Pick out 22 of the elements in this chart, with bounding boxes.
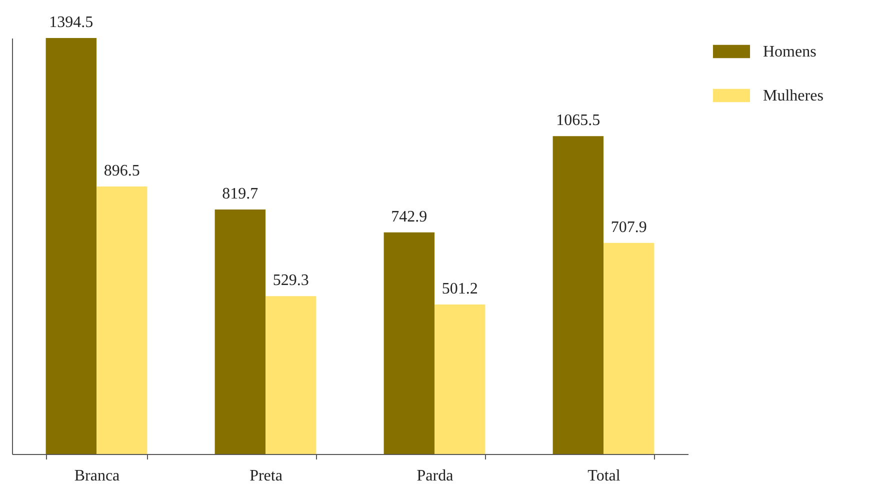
data-label: 819.7 — [222, 185, 258, 202]
data-label: 707.9 — [610, 218, 647, 236]
x-tick-label: Preta — [250, 468, 282, 484]
data-label: 1394.5 — [49, 14, 94, 31]
legend-label: Homens — [763, 44, 816, 60]
data-label: 529.3 — [272, 272, 309, 290]
data-label: 742.9 — [391, 208, 428, 226]
data-label: 1065.5 — [556, 112, 600, 130]
bar — [604, 242, 654, 454]
x-tick-label: Total — [588, 468, 621, 484]
bar — [96, 186, 148, 454]
bar — [46, 38, 96, 454]
data-label: 501.2 — [442, 280, 478, 298]
bar — [552, 136, 604, 454]
bar — [214, 209, 266, 454]
bar — [266, 296, 316, 454]
bar — [384, 232, 434, 454]
x-tick-label: Parda — [416, 468, 454, 484]
legend-label: Mulheres — [763, 88, 824, 104]
data-label: 896.5 — [104, 162, 140, 180]
x-tick-label: Branca — [74, 468, 120, 484]
bar — [434, 304, 486, 454]
